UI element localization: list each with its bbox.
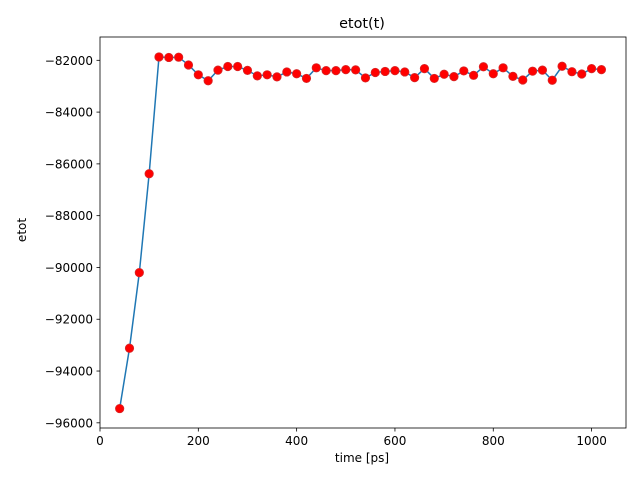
data-point (223, 61, 233, 72)
data-point (370, 67, 380, 78)
data-point (518, 75, 528, 85)
data-point (292, 69, 302, 79)
y-tick-label: −90000 (45, 261, 93, 275)
data-point (419, 63, 430, 74)
data-point (301, 73, 312, 84)
data-point (577, 69, 587, 79)
x-tick-label: 0 (96, 434, 104, 448)
x-tick-label: 800 (482, 434, 505, 448)
y-tick-label: −84000 (45, 106, 93, 120)
y-tick-label: −86000 (45, 157, 93, 171)
data-point (459, 66, 469, 76)
data-point (124, 343, 135, 353)
data-point (360, 73, 371, 83)
data-point (557, 61, 567, 71)
x-tick-label: 600 (384, 434, 407, 448)
data-point (115, 403, 125, 414)
y-tick-label: −96000 (45, 416, 93, 430)
x-tick-label: 1000 (576, 434, 607, 448)
data-point (134, 268, 144, 278)
data-point (469, 70, 479, 80)
data-point (567, 67, 577, 77)
y-tick-label: −94000 (45, 365, 93, 379)
data-point (498, 63, 508, 73)
y-tick-label: −88000 (45, 209, 93, 223)
y-tick-label: −82000 (45, 54, 93, 68)
data-point (252, 71, 262, 81)
y-tick-label: −92000 (45, 313, 93, 327)
data-point (164, 52, 174, 63)
plot-area (115, 52, 607, 414)
data-point (203, 76, 213, 86)
data-point (321, 66, 331, 76)
data-point (272, 72, 282, 82)
data-point (508, 71, 518, 81)
data-point (242, 65, 253, 76)
data-point (410, 73, 420, 83)
data-point (311, 63, 321, 73)
data-point (478, 62, 489, 72)
data-point (429, 73, 439, 84)
plot-frame (99, 36, 627, 429)
data-point (282, 67, 292, 77)
data-point (213, 65, 223, 75)
data-point (439, 69, 449, 79)
data-point (154, 52, 164, 62)
data-point (331, 66, 341, 76)
data-point (193, 70, 203, 80)
data-point (449, 72, 459, 82)
data-point (390, 66, 400, 76)
data-point (144, 169, 154, 179)
data-point (586, 63, 597, 74)
data-point (174, 52, 184, 62)
chart-title: etot(t) (339, 16, 385, 32)
data-point (380, 66, 390, 77)
y-axis-label: etot (15, 218, 29, 242)
data-point (262, 70, 272, 80)
data-point (547, 75, 557, 85)
x-axis-label: time [ps] (335, 451, 389, 465)
data-point (596, 65, 607, 75)
data-point (527, 66, 538, 76)
data-point (400, 67, 410, 77)
data-point (537, 65, 548, 75)
y-axis: −96000 −94000 −92000 −90000 −88000 −86000 −840… (45, 54, 100, 430)
x-tick-label: 200 (187, 434, 210, 448)
data-point (351, 65, 361, 75)
data-point (183, 60, 194, 70)
data-point (233, 61, 243, 72)
x-tick-label: 400 (285, 434, 308, 448)
data-point (488, 69, 498, 79)
x-axis: 0 200 400 600 800 1000 (96, 428, 607, 448)
data-point (341, 65, 351, 75)
